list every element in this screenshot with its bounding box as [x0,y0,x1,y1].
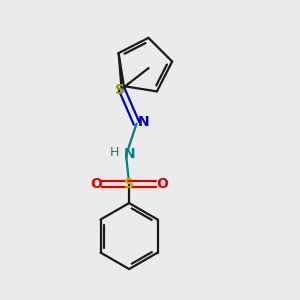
Text: S: S [124,177,134,190]
Text: O: O [156,177,168,190]
Text: N: N [137,115,149,129]
Text: N: N [124,147,136,160]
Text: S: S [115,83,125,97]
Text: H: H [110,146,119,159]
Text: O: O [90,177,102,190]
